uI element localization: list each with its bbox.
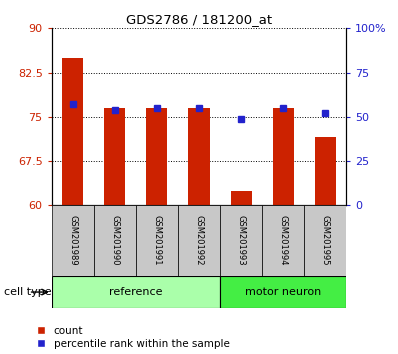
Bar [178, 205, 220, 276]
Bar [262, 205, 304, 276]
Text: GSM201995: GSM201995 [321, 216, 330, 266]
Bar [273, 108, 294, 205]
Text: GSM201994: GSM201994 [279, 216, 288, 266]
Bar [189, 108, 209, 205]
Title: GDS2786 / 181200_at: GDS2786 / 181200_at [126, 13, 272, 26]
Bar [104, 108, 125, 205]
Bar [315, 137, 336, 205]
Text: motor neuron: motor neuron [245, 287, 321, 297]
Bar [52, 205, 94, 276]
Bar [146, 108, 168, 205]
Text: GSM201990: GSM201990 [110, 216, 119, 266]
Bar [52, 276, 220, 308]
Text: GSM201992: GSM201992 [195, 216, 203, 266]
Text: GSM201993: GSM201993 [236, 215, 246, 266]
Bar [94, 205, 136, 276]
Bar [220, 205, 262, 276]
Text: reference: reference [109, 287, 163, 297]
Bar [230, 190, 252, 205]
Bar [304, 205, 346, 276]
Bar [136, 205, 178, 276]
Text: cell type: cell type [4, 287, 52, 297]
Text: GSM201991: GSM201991 [152, 216, 162, 266]
Bar [62, 58, 83, 205]
Legend: count, percentile rank within the sample: count, percentile rank within the sample [37, 326, 230, 349]
Bar [220, 276, 346, 308]
Text: GSM201989: GSM201989 [68, 215, 77, 266]
